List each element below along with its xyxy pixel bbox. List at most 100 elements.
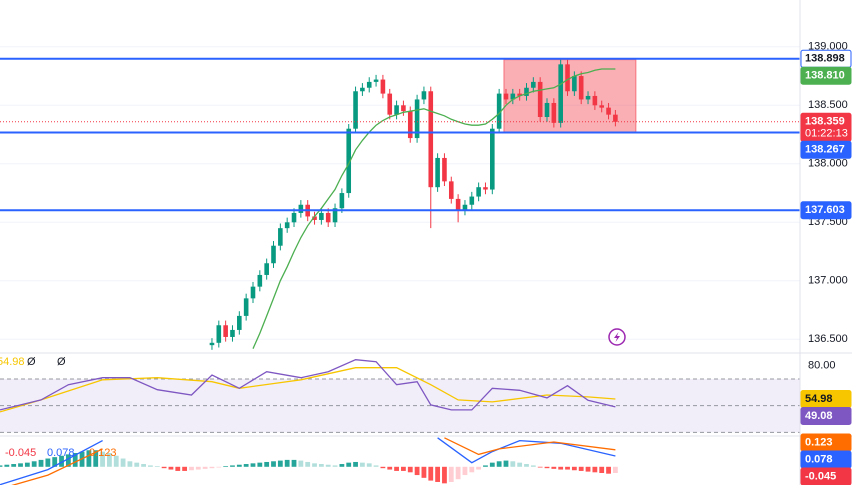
candle-body: [435, 157, 440, 188]
histogram-bar: [380, 466, 386, 469]
candle-body: [230, 329, 235, 337]
candle-body: [517, 93, 522, 96]
histogram-bar: [476, 466, 482, 470]
histogram-bar: [517, 462, 523, 467]
histogram-bar: [141, 464, 146, 467]
price-label: 54.98: [805, 393, 833, 405]
histogram-bar: [325, 464, 331, 467]
candle-body: [578, 76, 584, 100]
histogram-bar: [435, 466, 441, 482]
histogram-bar: [271, 461, 276, 467]
histogram-bar: [168, 466, 174, 470]
histogram-bar: [599, 466, 605, 473]
candle-body: [531, 81, 536, 88]
price-label-box: [800, 467, 852, 485]
histogram-bar: [264, 461, 270, 467]
candle-body: [271, 245, 276, 264]
candle-body: [503, 93, 509, 100]
price-label: 137.603: [805, 204, 845, 216]
price-label: 0.123: [805, 436, 833, 448]
candle-body: [455, 198, 461, 211]
indicator-line: [0, 359, 616, 411]
candle-body: [394, 105, 399, 115]
histogram-bar: [93, 450, 99, 467]
candle-body: [278, 228, 283, 246]
histogram-bar: [209, 466, 215, 469]
indicator-line: [0, 367, 616, 413]
histogram-bar: [4, 464, 10, 467]
histogram-bar: [407, 466, 413, 473]
histogram-bar: [202, 466, 208, 469]
legend-value: 54.98: [0, 356, 25, 368]
histogram-bar: [537, 466, 543, 468]
candle-body: [510, 93, 516, 100]
histogram-bar: [223, 466, 229, 467]
candle-body: [524, 87, 529, 96]
histogram-bar: [565, 466, 570, 470]
histogram-bar: [31, 461, 37, 467]
histogram-bar: [585, 466, 591, 472]
legend-value: -0.045: [5, 447, 36, 459]
candle-body: [483, 187, 488, 190]
candle-body: [407, 111, 413, 139]
histogram-bar: [612, 466, 618, 473]
histogram-bar: [373, 465, 379, 467]
histogram-bar: [339, 464, 345, 467]
indicator-line: [0, 437, 616, 485]
candle-body: [243, 298, 249, 316]
histogram-bar: [189, 466, 194, 471]
candle-body: [319, 212, 324, 220]
candle-body: [250, 286, 256, 299]
histogram-bar: [250, 463, 256, 467]
candle-body: [428, 91, 434, 188]
histogram-bar: [182, 466, 188, 471]
histogram-bar: [148, 465, 153, 467]
candle-body: [551, 102, 557, 123]
histogram-bar: [428, 466, 434, 481]
histogram-bar: [387, 466, 393, 470]
candle-body: [216, 325, 222, 343]
histogram-bar: [154, 466, 160, 467]
price-label: -0.045: [805, 470, 836, 482]
price-label: 138.267: [805, 144, 845, 156]
histogram-bar: [38, 459, 44, 467]
candle-body: [380, 79, 386, 94]
histogram-bar: [59, 455, 64, 467]
candle-body: [606, 107, 611, 115]
candle-body: [298, 204, 304, 213]
legend-value: Ø: [27, 356, 36, 368]
candle-body: [613, 114, 618, 122]
candle-body: [401, 105, 406, 112]
histogram-bar: [469, 466, 475, 473]
candle-body: [592, 95, 598, 106]
histogram-bar: [455, 466, 461, 480]
histogram-bar: [332, 465, 338, 467]
histogram-bar: [524, 464, 529, 467]
legend-value: 0.123: [89, 447, 117, 459]
candle-body: [366, 81, 372, 88]
pane: [0, 437, 618, 485]
histogram-bar: [243, 464, 249, 467]
histogram-bar: [530, 465, 536, 467]
histogram-bar: [100, 451, 105, 467]
candle-body: [353, 91, 358, 129]
histogram-bar: [236, 464, 242, 467]
legend-value: Ø: [57, 356, 66, 368]
candle-body: [448, 181, 454, 199]
indicator-line: [11, 437, 616, 485]
histogram-bar: [483, 465, 488, 467]
alert-icon[interactable]: [608, 328, 626, 346]
price-label-box: [800, 66, 852, 85]
y-tick-label: 136.500: [808, 333, 848, 345]
histogram-bar: [257, 462, 263, 467]
candle-body: [462, 204, 468, 211]
alert-bolt: [614, 332, 620, 342]
plots: [0, 46, 800, 485]
candle-body: [469, 196, 475, 205]
candle-body: [312, 216, 317, 220]
pane: [0, 359, 800, 433]
candle-body: [257, 274, 263, 287]
